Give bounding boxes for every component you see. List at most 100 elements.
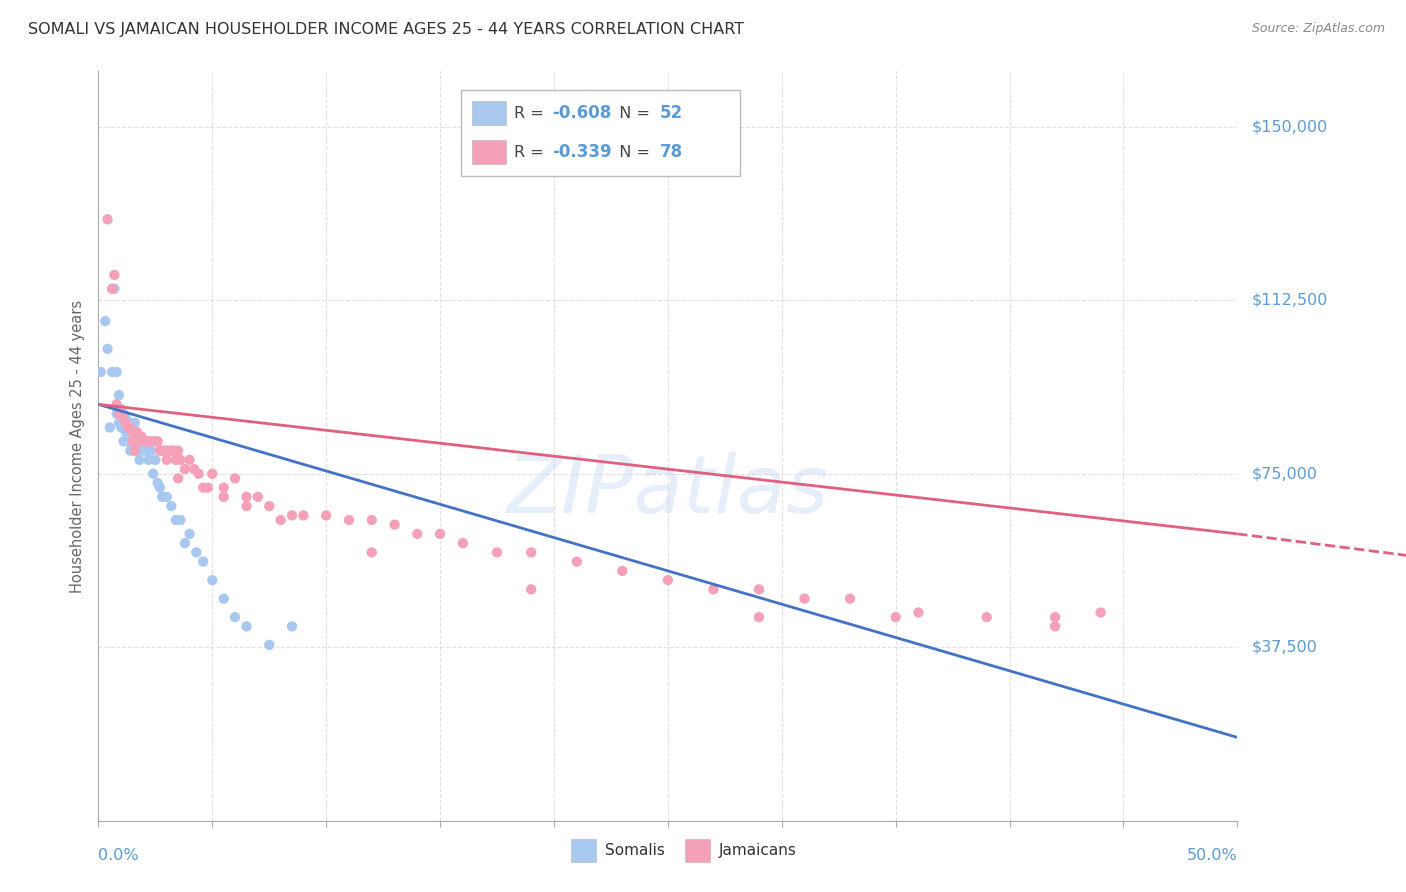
Point — [212, 591, 235, 606]
Y-axis label: Householder Income Ages 25 - 44 years: Householder Income Ages 25 - 44 years — [70, 300, 86, 592]
Point — [121, 425, 143, 439]
Point — [193, 481, 215, 495]
Point — [149, 481, 172, 495]
Point — [212, 481, 235, 495]
Text: Somalis: Somalis — [605, 843, 665, 858]
Point — [127, 430, 149, 444]
Point — [156, 490, 179, 504]
Text: 0.0%: 0.0% — [98, 848, 139, 863]
Point — [1090, 606, 1112, 620]
Bar — [472, 102, 506, 126]
Point — [98, 420, 121, 434]
Point — [179, 453, 201, 467]
Point — [186, 545, 208, 559]
Point — [149, 443, 172, 458]
Text: -0.339: -0.339 — [551, 143, 612, 161]
Point — [337, 513, 360, 527]
Point — [112, 407, 135, 421]
Point — [259, 499, 281, 513]
Point — [281, 508, 304, 523]
Point — [103, 282, 125, 296]
Point — [360, 513, 382, 527]
Point — [124, 416, 146, 430]
Point — [105, 397, 128, 411]
Point — [748, 582, 770, 597]
Point — [165, 513, 187, 527]
Point — [169, 453, 191, 467]
Point — [976, 610, 998, 624]
Text: R =: R = — [515, 145, 548, 160]
Point — [156, 453, 179, 467]
Point — [565, 555, 588, 569]
Text: $150,000: $150,000 — [1251, 120, 1327, 135]
Point — [132, 434, 155, 449]
Point — [112, 434, 135, 449]
Point — [153, 443, 176, 458]
Bar — [472, 140, 506, 164]
Point — [235, 499, 257, 513]
Point — [145, 434, 167, 449]
Point — [212, 490, 235, 504]
Point — [96, 342, 118, 356]
Point — [160, 499, 183, 513]
Point — [132, 434, 155, 449]
Point — [169, 513, 191, 527]
Point — [179, 527, 201, 541]
Point — [120, 420, 142, 434]
Point — [235, 490, 257, 504]
Text: N =: N = — [609, 145, 655, 160]
Point — [162, 443, 184, 458]
Point — [117, 434, 139, 449]
Point — [139, 443, 162, 458]
Point — [121, 434, 143, 449]
Point — [112, 411, 135, 425]
Point — [127, 425, 149, 439]
Point — [124, 425, 146, 439]
Point — [201, 467, 224, 481]
Point — [1043, 610, 1066, 624]
Point — [105, 365, 128, 379]
Text: N =: N = — [609, 106, 655, 120]
Point — [120, 416, 142, 430]
Point — [146, 475, 169, 490]
Point — [160, 443, 183, 458]
Point — [138, 453, 160, 467]
Point — [150, 443, 173, 458]
Point — [224, 610, 246, 624]
Point — [197, 481, 219, 495]
Point — [117, 420, 139, 434]
Text: Source: ZipAtlas.com: Source: ZipAtlas.com — [1251, 22, 1385, 36]
Point — [907, 606, 929, 620]
Point — [128, 434, 150, 449]
Point — [142, 434, 165, 449]
Point — [793, 591, 815, 606]
Point — [110, 402, 132, 417]
Point — [246, 490, 269, 504]
Text: -0.608: -0.608 — [551, 104, 612, 122]
Point — [139, 434, 162, 449]
Point — [108, 388, 131, 402]
Point — [120, 443, 142, 458]
Point — [486, 545, 509, 559]
Text: $112,500: $112,500 — [1251, 293, 1327, 308]
Point — [135, 443, 157, 458]
Point — [114, 411, 136, 425]
Point — [142, 467, 165, 481]
Point — [156, 443, 179, 458]
Text: R =: R = — [515, 106, 548, 120]
Bar — [571, 839, 596, 862]
Point — [224, 471, 246, 485]
Point — [1043, 619, 1066, 633]
Point — [96, 212, 118, 227]
Point — [174, 536, 197, 550]
Point — [187, 467, 209, 481]
Point — [101, 282, 124, 296]
Text: 52: 52 — [659, 104, 683, 122]
Point — [90, 365, 112, 379]
Point — [360, 545, 382, 559]
Bar — [685, 839, 710, 862]
Text: 50.0%: 50.0% — [1187, 848, 1237, 863]
Point — [131, 443, 153, 458]
Point — [124, 443, 146, 458]
Point — [167, 443, 190, 458]
